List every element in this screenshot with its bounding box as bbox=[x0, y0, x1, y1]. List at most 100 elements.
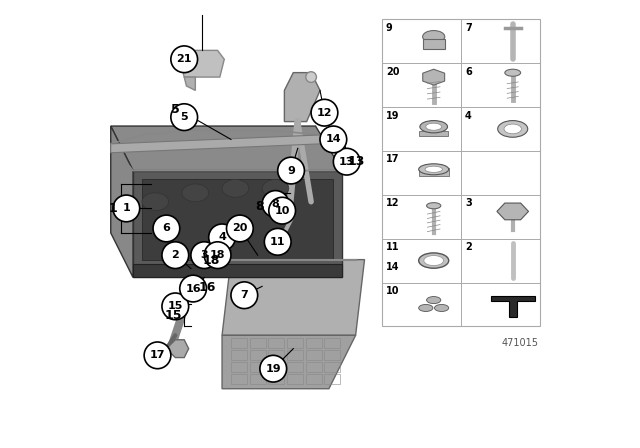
Polygon shape bbox=[184, 77, 195, 90]
Text: 5: 5 bbox=[171, 103, 180, 116]
Polygon shape bbox=[133, 264, 342, 277]
Text: 20: 20 bbox=[386, 67, 399, 77]
Bar bbox=[287, 375, 303, 384]
Text: 8: 8 bbox=[255, 200, 264, 213]
Circle shape bbox=[171, 46, 198, 73]
Circle shape bbox=[171, 104, 198, 130]
Polygon shape bbox=[284, 73, 320, 121]
Circle shape bbox=[311, 99, 338, 126]
Circle shape bbox=[204, 242, 231, 268]
Circle shape bbox=[231, 282, 258, 309]
Polygon shape bbox=[133, 171, 342, 277]
Bar bbox=[287, 350, 303, 360]
Bar bbox=[306, 375, 322, 384]
Text: 1: 1 bbox=[122, 203, 130, 213]
Bar bbox=[231, 375, 247, 384]
Bar bbox=[231, 362, 247, 372]
Bar bbox=[382, 19, 540, 327]
Circle shape bbox=[191, 242, 218, 268]
Polygon shape bbox=[222, 260, 365, 335]
Polygon shape bbox=[111, 126, 133, 277]
Circle shape bbox=[162, 293, 189, 320]
Bar bbox=[324, 375, 340, 384]
Ellipse shape bbox=[427, 297, 441, 304]
Ellipse shape bbox=[424, 255, 444, 266]
Ellipse shape bbox=[426, 123, 442, 130]
Bar bbox=[268, 362, 284, 372]
Ellipse shape bbox=[190, 289, 196, 293]
Text: 18: 18 bbox=[202, 254, 220, 267]
Bar bbox=[231, 350, 247, 360]
Ellipse shape bbox=[262, 180, 289, 197]
Ellipse shape bbox=[419, 164, 449, 175]
Ellipse shape bbox=[425, 166, 442, 172]
Text: 20: 20 bbox=[232, 224, 248, 233]
Text: 14: 14 bbox=[386, 262, 399, 272]
Circle shape bbox=[162, 242, 189, 268]
Polygon shape bbox=[423, 69, 445, 85]
Text: 4: 4 bbox=[218, 233, 226, 242]
Text: 13: 13 bbox=[339, 157, 355, 167]
Text: 12: 12 bbox=[317, 108, 332, 118]
Text: 16: 16 bbox=[198, 281, 216, 294]
Ellipse shape bbox=[435, 305, 449, 311]
Circle shape bbox=[320, 126, 347, 153]
Bar bbox=[419, 131, 448, 136]
Bar bbox=[419, 168, 449, 177]
Polygon shape bbox=[111, 135, 342, 157]
Circle shape bbox=[269, 197, 296, 224]
Bar bbox=[306, 350, 322, 360]
Polygon shape bbox=[491, 296, 535, 317]
Text: 12: 12 bbox=[386, 198, 399, 208]
Bar bbox=[306, 362, 322, 372]
Text: 1: 1 bbox=[109, 202, 117, 215]
Text: 17: 17 bbox=[386, 155, 399, 164]
Circle shape bbox=[153, 215, 180, 242]
Text: 5: 5 bbox=[180, 112, 188, 122]
Text: 15: 15 bbox=[164, 309, 182, 322]
Text: 11: 11 bbox=[270, 237, 285, 247]
Bar bbox=[250, 338, 266, 348]
Ellipse shape bbox=[186, 287, 200, 295]
Circle shape bbox=[333, 148, 360, 175]
Bar bbox=[324, 338, 340, 348]
Polygon shape bbox=[497, 203, 529, 220]
Bar bbox=[306, 338, 322, 348]
Text: 6: 6 bbox=[465, 67, 472, 77]
Bar bbox=[268, 338, 284, 348]
Bar bbox=[287, 338, 303, 348]
Bar bbox=[324, 362, 340, 372]
Text: 8: 8 bbox=[271, 199, 279, 209]
Circle shape bbox=[306, 72, 316, 82]
Text: 471015: 471015 bbox=[501, 337, 538, 348]
Text: 7: 7 bbox=[241, 290, 248, 300]
Text: 19: 19 bbox=[266, 364, 281, 374]
Circle shape bbox=[227, 215, 253, 242]
Ellipse shape bbox=[505, 69, 520, 76]
Bar bbox=[287, 362, 303, 372]
Bar bbox=[250, 375, 266, 384]
Bar bbox=[268, 375, 284, 384]
Ellipse shape bbox=[419, 253, 449, 268]
Text: 2: 2 bbox=[465, 242, 472, 252]
Polygon shape bbox=[222, 335, 356, 389]
Text: 16: 16 bbox=[186, 284, 201, 293]
Text: 13: 13 bbox=[348, 155, 365, 168]
Polygon shape bbox=[111, 126, 342, 171]
Ellipse shape bbox=[422, 30, 445, 43]
Bar bbox=[268, 350, 284, 360]
Text: 10: 10 bbox=[275, 206, 290, 215]
Ellipse shape bbox=[419, 305, 433, 311]
Bar bbox=[324, 350, 340, 360]
Circle shape bbox=[262, 190, 289, 217]
Text: 7: 7 bbox=[465, 23, 472, 33]
Text: 11: 11 bbox=[386, 242, 399, 252]
Circle shape bbox=[278, 157, 305, 184]
Ellipse shape bbox=[420, 121, 447, 133]
Circle shape bbox=[264, 228, 291, 255]
Circle shape bbox=[260, 355, 287, 382]
Text: 9: 9 bbox=[287, 166, 295, 176]
Ellipse shape bbox=[182, 184, 209, 202]
Text: 3: 3 bbox=[200, 250, 208, 260]
Text: 2: 2 bbox=[172, 250, 179, 260]
